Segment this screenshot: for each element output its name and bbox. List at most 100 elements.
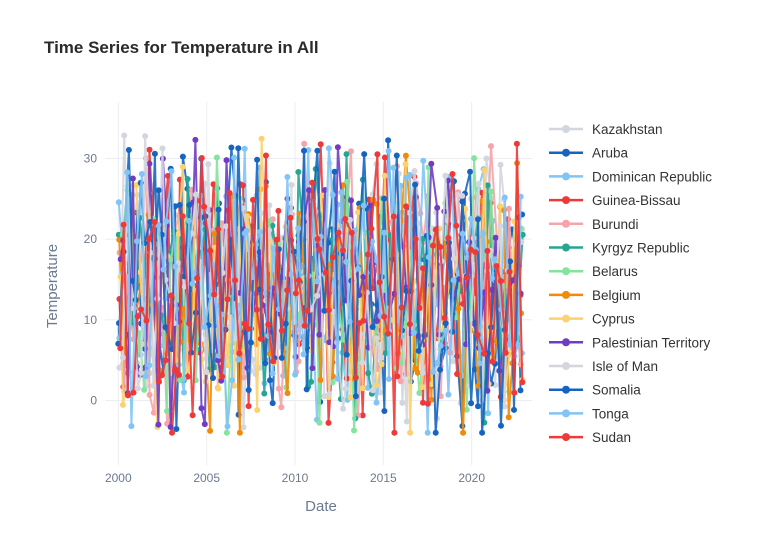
data-point[interactable] bbox=[295, 169, 302, 175]
data-point[interactable] bbox=[348, 197, 354, 204]
data-point[interactable] bbox=[351, 427, 357, 434]
data-point[interactable] bbox=[236, 429, 243, 436]
data-point[interactable] bbox=[155, 421, 162, 428]
data-point[interactable] bbox=[406, 171, 413, 178]
data-point[interactable] bbox=[365, 370, 372, 377]
data-point[interactable] bbox=[207, 427, 214, 434]
data-point[interactable] bbox=[224, 423, 231, 430]
data-point[interactable] bbox=[416, 390, 423, 396]
data-point[interactable] bbox=[317, 141, 324, 148]
data-point[interactable] bbox=[292, 371, 299, 378]
data-point[interactable] bbox=[390, 164, 397, 171]
data-point[interactable] bbox=[226, 323, 233, 330]
data-point[interactable] bbox=[511, 406, 517, 413]
data-point[interactable] bbox=[258, 210, 264, 217]
data-point[interactable] bbox=[322, 269, 329, 276]
data-point[interactable] bbox=[442, 327, 449, 334]
data-point[interactable] bbox=[133, 182, 140, 189]
data-point[interactable] bbox=[175, 230, 182, 237]
data-point[interactable] bbox=[171, 367, 178, 374]
data-point[interactable] bbox=[390, 213, 397, 220]
data-point[interactable] bbox=[146, 235, 153, 242]
data-point[interactable] bbox=[176, 202, 183, 208]
data-point[interactable] bbox=[282, 320, 289, 327]
data-point[interactable] bbox=[159, 145, 166, 152]
data-point[interactable] bbox=[250, 196, 256, 203]
data-point[interactable] bbox=[269, 400, 276, 407]
data-point[interactable] bbox=[475, 403, 481, 410]
data-point[interactable] bbox=[301, 322, 308, 329]
data-point[interactable] bbox=[453, 222, 460, 229]
data-point[interactable] bbox=[215, 226, 222, 233]
data-point[interactable] bbox=[243, 227, 250, 234]
data-point[interactable] bbox=[347, 394, 354, 401]
data-point[interactable] bbox=[325, 145, 332, 152]
legend-item[interactable]: Belgium bbox=[549, 288, 641, 303]
data-point[interactable] bbox=[467, 168, 474, 175]
data-point[interactable] bbox=[179, 163, 186, 170]
data-point[interactable] bbox=[316, 419, 323, 426]
legend-item[interactable]: Sudan bbox=[549, 430, 631, 445]
data-point[interactable] bbox=[301, 147, 307, 154]
data-point[interactable] bbox=[381, 154, 388, 161]
legend-item[interactable]: Palestinian Territory bbox=[549, 335, 711, 350]
data-point[interactable] bbox=[223, 157, 230, 164]
data-point[interactable] bbox=[402, 161, 409, 168]
data-point[interactable] bbox=[142, 373, 149, 380]
data-point[interactable] bbox=[128, 423, 135, 430]
data-point[interactable] bbox=[424, 429, 431, 436]
data-point[interactable] bbox=[476, 360, 483, 367]
data-point[interactable] bbox=[211, 230, 218, 237]
data-point[interactable] bbox=[180, 306, 187, 312]
data-point[interactable] bbox=[295, 358, 302, 365]
data-point[interactable] bbox=[134, 238, 140, 245]
data-point[interactable] bbox=[491, 256, 498, 263]
data-point[interactable] bbox=[374, 151, 381, 158]
data-point[interactable] bbox=[407, 429, 414, 436]
data-point[interactable] bbox=[245, 403, 252, 410]
data-point[interactable] bbox=[314, 278, 320, 285]
data-point[interactable] bbox=[385, 148, 392, 154]
data-point[interactable] bbox=[245, 387, 252, 393]
data-point[interactable] bbox=[364, 384, 371, 391]
data-point[interactable] bbox=[506, 205, 512, 212]
data-point[interactable] bbox=[205, 161, 212, 168]
data-point[interactable] bbox=[414, 369, 421, 376]
data-point[interactable] bbox=[224, 296, 231, 303]
data-point[interactable] bbox=[460, 429, 467, 436]
data-point[interactable] bbox=[467, 246, 474, 253]
data-point[interactable] bbox=[501, 403, 508, 410]
data-point[interactable] bbox=[343, 258, 350, 265]
data-point[interactable] bbox=[241, 320, 248, 327]
data-point[interactable] bbox=[203, 369, 210, 375]
data-point[interactable] bbox=[402, 152, 409, 159]
data-point[interactable] bbox=[420, 399, 426, 406]
data-point[interactable] bbox=[410, 329, 417, 336]
data-point[interactable] bbox=[344, 178, 351, 185]
data-point[interactable] bbox=[201, 203, 208, 210]
data-point[interactable] bbox=[211, 291, 218, 298]
data-point[interactable] bbox=[432, 429, 439, 436]
data-point[interactable] bbox=[517, 387, 524, 394]
data-point[interactable] bbox=[207, 247, 214, 254]
data-point[interactable] bbox=[270, 245, 277, 252]
data-point[interactable] bbox=[121, 132, 128, 139]
data-point[interactable] bbox=[331, 168, 338, 175]
data-point[interactable] bbox=[411, 168, 418, 174]
data-point[interactable] bbox=[266, 202, 273, 209]
data-point[interactable] bbox=[254, 407, 261, 413]
data-point[interactable] bbox=[316, 331, 323, 338]
data-point[interactable] bbox=[455, 305, 462, 312]
data-point[interactable] bbox=[471, 155, 478, 162]
data-point[interactable] bbox=[381, 408, 388, 414]
data-point[interactable] bbox=[403, 418, 410, 425]
data-point[interactable] bbox=[489, 275, 495, 282]
data-point[interactable] bbox=[129, 277, 136, 284]
data-point[interactable] bbox=[334, 375, 341, 382]
data-point[interactable] bbox=[365, 196, 372, 203]
data-point[interactable] bbox=[437, 366, 444, 373]
data-point[interactable] bbox=[257, 335, 264, 342]
data-point[interactable] bbox=[416, 305, 423, 311]
data-point[interactable] bbox=[275, 343, 282, 350]
data-point[interactable] bbox=[247, 339, 254, 346]
